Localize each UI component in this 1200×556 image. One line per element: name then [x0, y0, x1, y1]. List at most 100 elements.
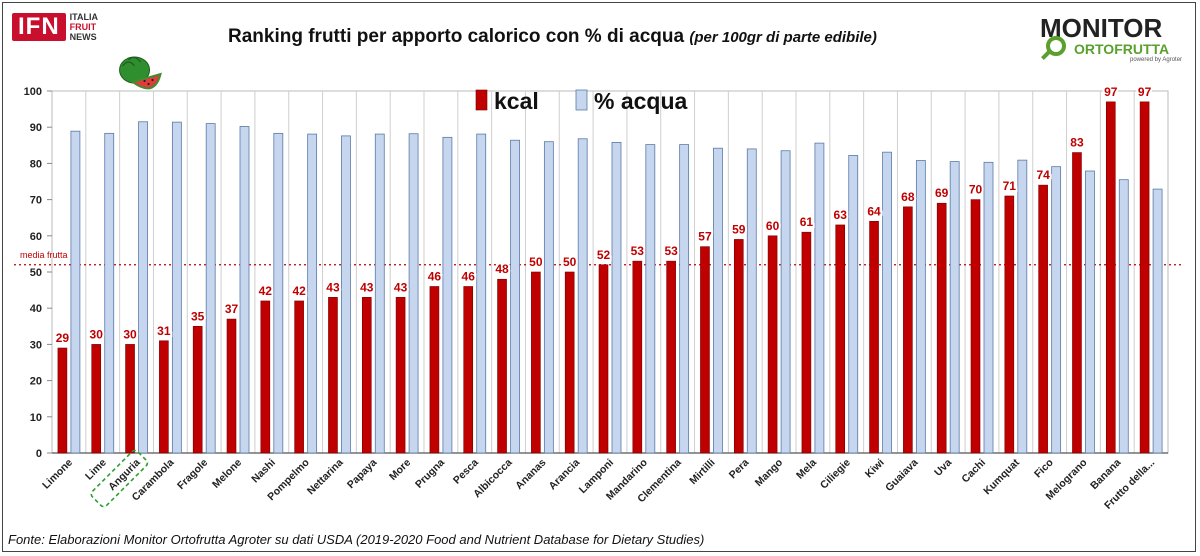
data-label-halo: 50 — [563, 255, 577, 269]
bar-acqua — [814, 142, 825, 454]
bar-acqua — [273, 132, 284, 454]
x-category-label: Prugna — [413, 457, 447, 491]
x-category-label: Fico — [1032, 457, 1056, 481]
watermelon-seed — [143, 79, 146, 83]
data-label-kcal: 63 — [834, 208, 848, 222]
data-label-kcal: 29 — [56, 331, 70, 345]
bar-acqua — [983, 161, 994, 454]
bar-kcal — [463, 286, 474, 454]
bar-kcal — [226, 318, 237, 454]
y-tick-label: 0 — [36, 448, 42, 460]
y-tick-label: 50 — [30, 267, 42, 279]
data-label-halo: 42 — [292, 284, 306, 298]
bar-kcal — [57, 347, 68, 454]
monitor-ortofrutta-logo: MONITOR ORTOFRUTTA powered by Agroter — [1040, 14, 1185, 64]
data-label-kcal: 52 — [597, 248, 611, 262]
data-label-kcal: 50 — [529, 255, 543, 269]
data-label-kcal: 61 — [800, 215, 814, 229]
data-label-kcal: 71 — [1003, 179, 1017, 193]
watermelon-seed — [151, 78, 154, 82]
data-label-kcal: 68 — [901, 190, 915, 204]
legend-label-acqua: % acqua — [594, 88, 688, 114]
x-category-label: Mango — [753, 457, 785, 489]
data-label-kcal: 30 — [90, 327, 104, 341]
bar-kcal — [632, 260, 643, 454]
data-label-kcal: 37 — [225, 302, 239, 316]
data-label-kcal: 57 — [698, 230, 712, 244]
bar-kcal — [497, 278, 507, 454]
data-label-kcal: 43 — [394, 280, 408, 294]
x-category-label: Mirtilli — [687, 457, 717, 487]
bar-kcal — [936, 202, 947, 454]
x-category-label: Mela — [794, 457, 819, 482]
data-label-kcal: 97 — [1138, 85, 1152, 99]
data-label-halo: 50 — [529, 255, 543, 269]
x-category-label: Limone — [40, 457, 75, 492]
data-label-halo: 68 — [901, 190, 915, 204]
bar-acqua — [611, 142, 622, 454]
x-category-label: Nashi — [249, 457, 278, 486]
source-note: Fonte: Elaborazioni Monitor Ortofrutta A… — [8, 532, 705, 547]
data-label-halo: 29 — [56, 331, 70, 345]
magnifier-icon — [1046, 36, 1066, 56]
bar-kcal — [1038, 184, 1048, 454]
bar-kcal — [1004, 195, 1015, 454]
x-category-label: Fragole — [175, 457, 210, 492]
data-label-kcal: 43 — [326, 280, 340, 294]
bar-acqua — [780, 150, 791, 454]
data-label-halo: 69 — [935, 186, 949, 200]
bar-acqua — [408, 133, 419, 454]
data-label-halo: 30 — [123, 327, 137, 341]
data-label-kcal: 42 — [259, 284, 273, 298]
data-label-halo: 83 — [1070, 136, 1084, 150]
data-label-halo: 97 — [1104, 85, 1118, 99]
data-label-kcal: 30 — [123, 327, 137, 341]
bar-kcal — [429, 286, 440, 454]
data-label-halo: 74 — [1036, 168, 1050, 182]
watermelon-slice-icon — [130, 72, 162, 90]
data-label-kcal: 35 — [191, 309, 205, 323]
x-category-label: Ciliegie — [818, 457, 853, 492]
bar-kcal — [192, 325, 203, 454]
watermelon-stripes — [122, 56, 142, 67]
data-label-halo: 46 — [462, 269, 476, 283]
legend-swatch-kcal — [475, 89, 488, 111]
bar-kcal — [125, 344, 135, 454]
legend-swatch-acqua — [575, 89, 588, 111]
bar-acqua — [1118, 179, 1129, 454]
bar-acqua — [205, 123, 216, 454]
bar-kcal — [1139, 101, 1150, 454]
x-category-label: Cachi — [959, 457, 988, 486]
chart-title: Ranking frutti per apporto calorico con … — [228, 26, 877, 48]
data-label-kcal: 53 — [664, 244, 678, 258]
x-category-label: Melone — [210, 457, 244, 491]
data-label-halo: 35 — [191, 309, 205, 323]
bar-kcal — [361, 297, 372, 454]
bar-acqua — [104, 132, 115, 454]
y-tick-label: 30 — [30, 339, 42, 351]
data-label-halo: 43 — [326, 280, 340, 294]
data-label-halo: 63 — [834, 208, 848, 222]
bar-acqua — [679, 144, 690, 454]
bar-acqua — [543, 141, 554, 454]
y-tick-label: 80 — [30, 158, 42, 170]
data-label-kcal: 48 — [495, 262, 509, 276]
watermelon-seed — [147, 82, 150, 86]
monitor-logo-sub: ORTOFRUTTA — [1074, 41, 1170, 57]
bar-acqua — [645, 144, 656, 454]
data-label-halo: 71 — [1003, 179, 1017, 193]
ifn-logo-mark: IFN — [12, 13, 66, 41]
bar-kcal — [801, 231, 812, 454]
bar-acqua — [1152, 188, 1163, 454]
legend-label-kcal: kcal — [494, 88, 539, 114]
data-label-kcal: 31 — [157, 324, 171, 338]
x-category-label: Uva — [932, 457, 954, 479]
x-category-label: Pesca — [451, 457, 481, 487]
x-category-label: Kiwi — [863, 457, 887, 481]
data-label-halo: 37 — [225, 302, 239, 316]
bar-kcal — [767, 235, 778, 454]
bar-acqua — [713, 147, 723, 454]
bar-acqua — [510, 139, 520, 454]
bar-acqua — [746, 148, 757, 454]
